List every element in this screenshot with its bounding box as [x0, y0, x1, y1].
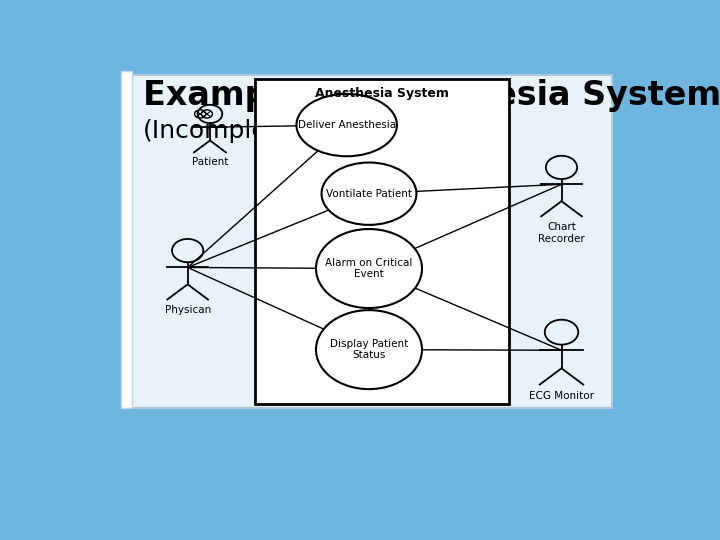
Text: Vontilate Patient: Vontilate Patient: [326, 188, 412, 199]
Text: Chart
Recorder: Chart Recorder: [538, 222, 585, 244]
FancyBboxPatch shape: [121, 71, 132, 408]
FancyBboxPatch shape: [255, 79, 508, 404]
Text: Patient: Patient: [192, 157, 228, 167]
FancyBboxPatch shape: [124, 75, 612, 408]
Text: Deliver Anesthesia: Deliver Anesthesia: [297, 120, 396, 130]
Ellipse shape: [322, 163, 416, 225]
Text: Display Patient
Status: Display Patient Status: [330, 339, 408, 360]
Text: Example 4: Anesthesia System: Example 4: Anesthesia System: [143, 79, 720, 112]
Text: Anesthesia System: Anesthesia System: [315, 87, 449, 100]
Text: ECG Monitor: ECG Monitor: [529, 391, 594, 401]
Text: (Incomplete): (Incomplete): [143, 119, 302, 143]
Text: Alarm on Critical
Event: Alarm on Critical Event: [325, 258, 413, 279]
Ellipse shape: [316, 229, 422, 308]
Ellipse shape: [316, 310, 422, 389]
Ellipse shape: [297, 94, 397, 156]
Text: Physican: Physican: [165, 305, 211, 315]
